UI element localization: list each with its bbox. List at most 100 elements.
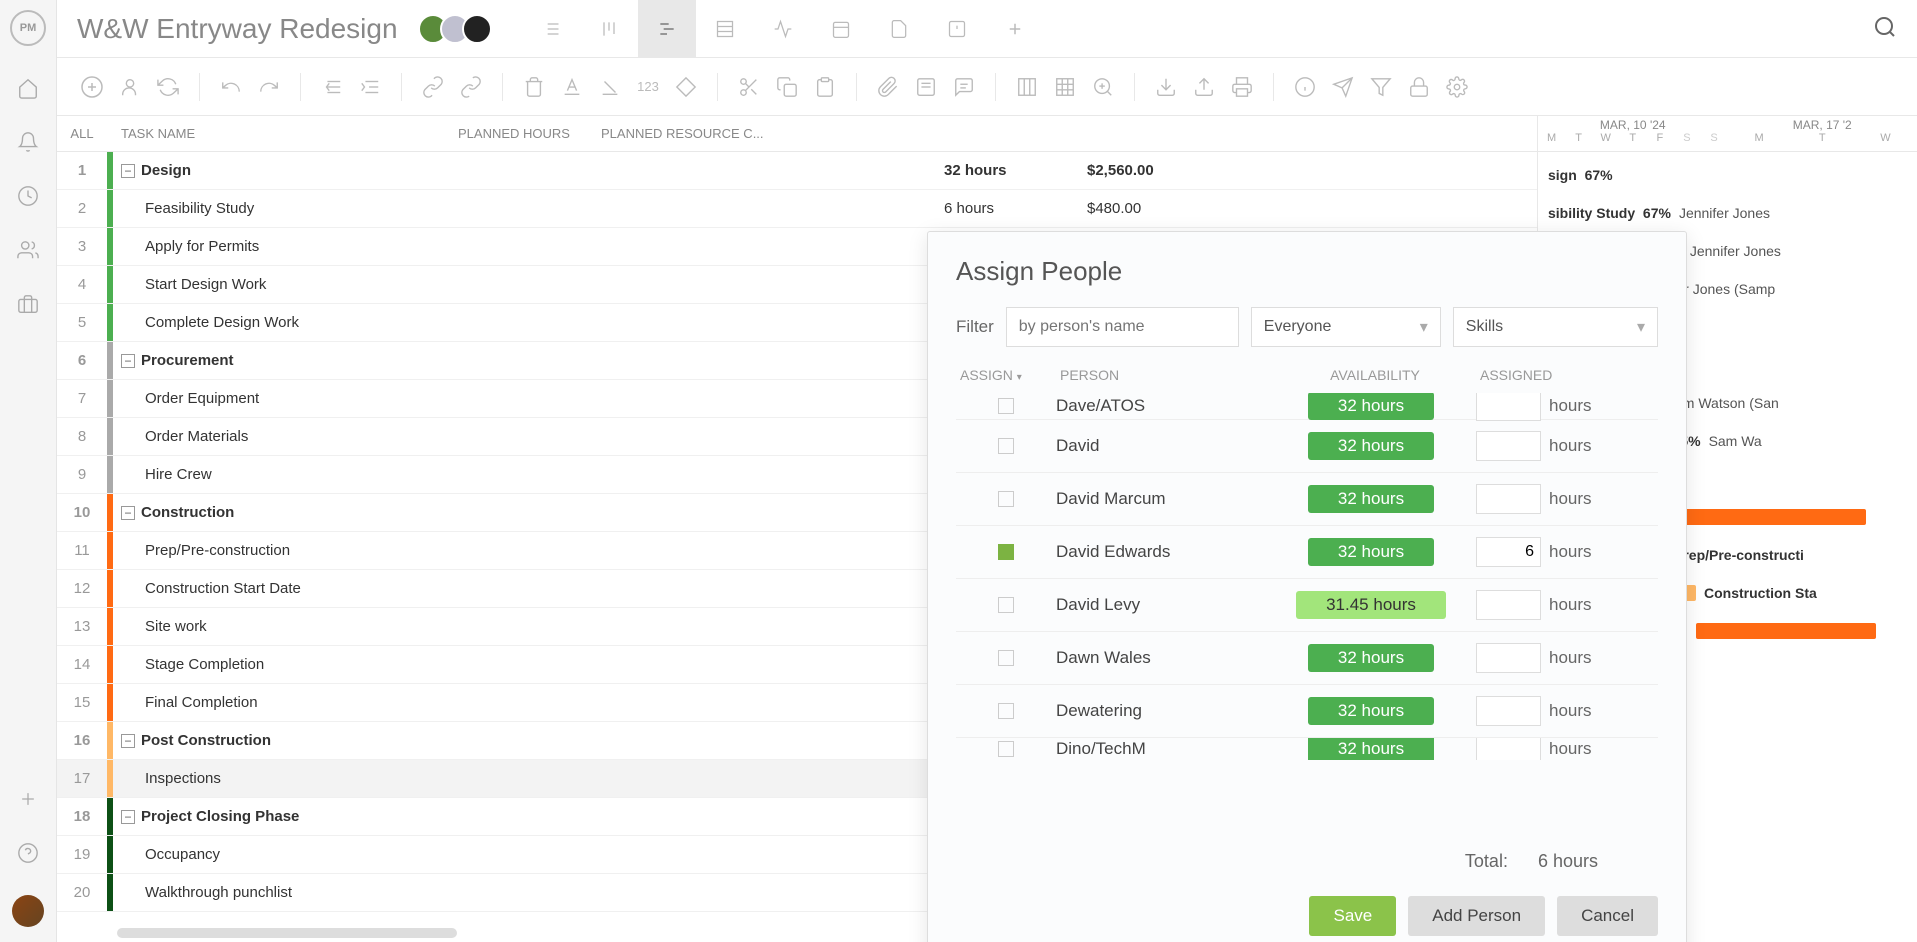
hours-input[interactable] [1476, 393, 1541, 421]
unlink-icon[interactable] [456, 72, 486, 102]
attachment-icon[interactable] [873, 72, 903, 102]
col-avail: AVAILABILITY [1270, 367, 1480, 383]
indent-icon[interactable] [355, 72, 385, 102]
assign-checkbox[interactable] [998, 438, 1014, 454]
undo-icon[interactable] [216, 72, 246, 102]
add-person-button[interactable]: Add Person [1408, 896, 1545, 936]
availability-badge: 32 hours [1308, 485, 1434, 513]
bell-icon[interactable] [16, 130, 40, 154]
clock-icon[interactable] [16, 184, 40, 208]
col-header-all[interactable]: ALL [57, 126, 107, 141]
hours-input[interactable] [1476, 537, 1541, 567]
print-icon[interactable] [1227, 72, 1257, 102]
zoom-icon[interactable] [1088, 72, 1118, 102]
note-icon[interactable] [911, 72, 941, 102]
total-label: Total: [1465, 851, 1508, 872]
cancel-button[interactable]: Cancel [1557, 896, 1658, 936]
view-list-icon[interactable] [522, 0, 580, 58]
col-person: PERSON [1060, 367, 1270, 383]
view-risk-icon[interactable] [928, 0, 986, 58]
briefcase-icon[interactable] [16, 292, 40, 316]
assign-checkbox[interactable] [998, 650, 1014, 666]
person-name: David Edwards [1056, 542, 1266, 562]
filter-everyone-select[interactable]: Everyone▾ [1251, 307, 1441, 347]
filter-name-input[interactable] [1006, 307, 1239, 347]
person-name: Dewatering [1056, 701, 1266, 721]
view-board-icon[interactable] [580, 0, 638, 58]
hours-label: hours [1549, 739, 1592, 759]
filter-skills-select[interactable]: Skills▾ [1453, 307, 1658, 347]
add-circle-icon[interactable] [77, 72, 107, 102]
horizontal-scrollbar[interactable] [117, 928, 457, 938]
number-icon[interactable]: 123 [633, 72, 663, 102]
hours-input[interactable] [1476, 738, 1541, 760]
view-file-icon[interactable] [870, 0, 928, 58]
copy-icon[interactable] [772, 72, 802, 102]
cut-icon[interactable] [734, 72, 764, 102]
user-avatar[interactable] [12, 895, 44, 927]
view-gantt-icon[interactable] [638, 0, 696, 58]
home-icon[interactable] [16, 76, 40, 100]
plus-icon[interactable] [16, 787, 40, 811]
hours-input[interactable] [1476, 484, 1541, 514]
trash-icon[interactable] [519, 72, 549, 102]
clear-format-icon[interactable] [595, 72, 625, 102]
assign-checkbox[interactable] [998, 398, 1014, 414]
task-row[interactable]: 2Feasibility Study6 hours$480.00 [57, 190, 1537, 228]
person-name: David Marcum [1056, 489, 1266, 509]
dialog-title: Assign People [956, 256, 1658, 287]
task-row[interactable]: 1−Design32 hours$2,560.00 [57, 152, 1537, 190]
text-color-icon[interactable] [557, 72, 587, 102]
view-activity-icon[interactable] [754, 0, 812, 58]
link-icon[interactable] [418, 72, 448, 102]
assign-checkbox[interactable] [998, 491, 1014, 507]
comment-icon[interactable] [949, 72, 979, 102]
lock-icon[interactable] [1404, 72, 1434, 102]
view-add-icon[interactable] [986, 0, 1044, 58]
export-icon[interactable] [1189, 72, 1219, 102]
app-logo[interactable]: PM [10, 10, 46, 46]
user-icon[interactable] [115, 72, 145, 102]
gantt-row: sign 67% [1538, 156, 1917, 194]
hours-label: hours [1549, 542, 1592, 562]
filter-label: Filter [956, 317, 994, 337]
assign-checkbox[interactable] [998, 597, 1014, 613]
save-button[interactable]: Save [1309, 896, 1396, 936]
total-value: 6 hours [1538, 851, 1598, 872]
diamond-icon[interactable] [671, 72, 701, 102]
hours-input[interactable] [1476, 643, 1541, 673]
refresh-icon[interactable] [153, 72, 183, 102]
assign-people-dialog: Assign People Filter Everyone▾ Skills▾ A… [927, 231, 1687, 942]
search-icon[interactable] [1873, 15, 1897, 42]
assign-checkbox[interactable] [998, 741, 1014, 757]
avatar-group[interactable] [418, 14, 492, 44]
users-icon[interactable] [16, 238, 40, 262]
send-icon[interactable] [1328, 72, 1358, 102]
hours-input[interactable] [1476, 590, 1541, 620]
col-header-cost[interactable]: PLANNED RESOURCE C... [601, 126, 881, 141]
toolbar: 123 [57, 58, 1917, 116]
hours-label: hours [1549, 489, 1592, 509]
settings-icon[interactable] [1442, 72, 1472, 102]
grid-icon[interactable] [1050, 72, 1080, 102]
paste-icon[interactable] [810, 72, 840, 102]
hours-input[interactable] [1476, 696, 1541, 726]
hours-input[interactable] [1476, 431, 1541, 461]
assign-checkbox[interactable] [998, 544, 1014, 560]
assign-checkbox[interactable] [998, 703, 1014, 719]
redo-icon[interactable] [254, 72, 284, 102]
view-calendar-icon[interactable] [812, 0, 870, 58]
outdent-icon[interactable] [317, 72, 347, 102]
project-title: W&W Entryway Redesign [77, 13, 398, 45]
availability-badge: 31.45 hours [1296, 591, 1446, 619]
availability-badge: 32 hours [1308, 432, 1434, 460]
import-icon[interactable] [1151, 72, 1181, 102]
columns-icon[interactable] [1012, 72, 1042, 102]
info-icon[interactable] [1290, 72, 1320, 102]
view-sheet-icon[interactable] [696, 0, 754, 58]
hours-label: hours [1549, 595, 1592, 615]
filter-icon[interactable] [1366, 72, 1396, 102]
col-header-task[interactable]: TASK NAME [113, 126, 458, 141]
help-icon[interactable] [16, 841, 40, 865]
col-header-planned[interactable]: PLANNED HOURS [458, 126, 601, 141]
